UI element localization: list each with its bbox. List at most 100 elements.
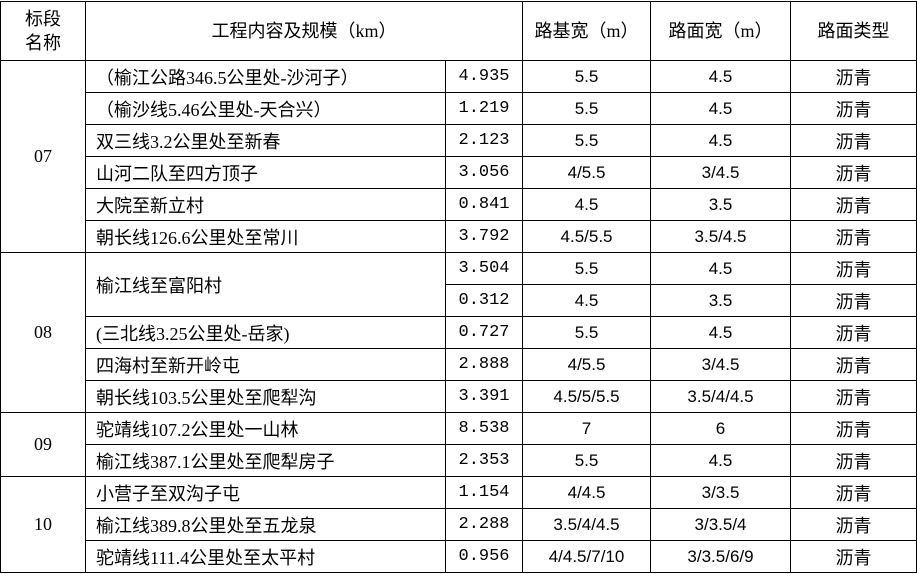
w-cell: 4.5 [650, 444, 792, 477]
w-cell: 4.5 [522, 188, 652, 221]
type-cell: 沥青 [790, 188, 917, 221]
header-row: 标段名称 工程内容及规模（km） 路基宽（m） 路面宽（m） 路面类型 [0, 1, 917, 61]
w-cell: 5.5 [522, 60, 652, 93]
row: 榆江线387.1公里处至爬犁房子 2.353 5.5 4.5 沥青 [1, 444, 917, 477]
km-cell: 3.792 [444, 220, 524, 253]
w-cell: 4.5/5.5 [522, 220, 652, 253]
row: (三北线3.25公里处-岳家) 0.727 5.5 4.5 沥青 [1, 316, 917, 349]
w-cell: 5.5 [522, 444, 652, 477]
section-cell: 08 [0, 252, 86, 413]
w-cell: 5.5 [522, 252, 652, 285]
w-cell: 4/4.5/7/10 [522, 540, 652, 573]
type-cell: 沥青 [790, 380, 917, 413]
header-cell: 标段 名称 [0, 1, 86, 61]
row: 10 小营子至双沟子屯 1.154 4/4.5 3/3.5 沥青 [0, 476, 917, 573]
type-cell: 沥青 [790, 444, 917, 477]
w-cell: 3.5 [650, 284, 792, 317]
km-cell: 2.288 [444, 508, 524, 541]
w-cell: 5.5 [522, 316, 652, 349]
w-cell: 4/5.5 [522, 156, 652, 189]
type-cell: 沥青 [790, 508, 917, 541]
row: 08 榆江线至富阳村 3.504 5.5 4.5 沥青 [0, 252, 917, 413]
row: （榆沙线5.46公里处-天合兴） 1.219 5.5 4.5 沥青 [1, 92, 917, 125]
row: 双三线3.2公里处至新春 2.123 5.5 4.5 沥青 [1, 124, 917, 157]
type-cell: 沥青 [790, 476, 917, 509]
type-cell: 沥青 [790, 412, 917, 445]
km-cell: 0.727 [444, 316, 524, 349]
w-cell: 3.5/4/4.5 [650, 380, 792, 413]
type-cell: 沥青 [790, 220, 917, 253]
header-cell: 路基宽（m） [522, 1, 652, 61]
w-cell: 4.5/5/5.5 [522, 380, 652, 413]
w-cell: 4/4.5 [522, 476, 652, 509]
type-cell: 沥青 [790, 156, 917, 189]
desc-cell: 朝长线126.6公里处至常川 [85, 220, 446, 253]
km-cell: 8.538 [444, 412, 524, 445]
km-cell: 1.154 [444, 476, 524, 509]
header-line: 标段 [25, 9, 61, 29]
w-cell: 3/3.5/6/9 [650, 540, 792, 573]
desc-cell: 四海村至新开岭屯 [85, 348, 446, 381]
type-cell: 沥青 [790, 252, 917, 285]
w-cell: 5.5 [522, 124, 652, 157]
desc-cell: 榆江线387.1公里处至爬犁房子 [85, 444, 446, 477]
type-cell: 沥青 [790, 92, 917, 125]
type-cell: 沥青 [790, 60, 917, 93]
desc-cell: 山河二队至四方顶子 [85, 156, 446, 189]
w-cell: 4.5 [650, 60, 792, 93]
type-cell: 沥青 [790, 316, 917, 349]
desc-cell: 榆江线389.8公里处至五龙泉 [85, 508, 446, 541]
desc-cell: （榆沙线5.46公里处-天合兴） [85, 92, 446, 125]
row: 榆江线389.8公里处至五龙泉 2.288 3.5/4/4.5 3/3.5/4 沥青 [1, 508, 917, 541]
header-cell: 工程内容及规模（km） [84, 1, 524, 61]
w-cell: 3.5/4/4.5 [522, 508, 652, 541]
section-cell: 07 [0, 60, 86, 253]
km-cell: 3.504 [444, 252, 524, 285]
desc-cell: 小营子至双沟子屯 [85, 476, 446, 509]
w-cell: 4.5 [650, 124, 792, 157]
row: 大院至新立村 0.841 4.5 3.5 沥青 [1, 188, 917, 221]
w-cell: 4/5.5 [522, 348, 652, 381]
w-cell: 6 [650, 412, 792, 445]
km-cell: 4.935 [444, 60, 524, 93]
type-cell: 沥青 [790, 540, 917, 573]
row: 0.312 4.5 3.5 沥青 [1, 284, 917, 317]
km-cell: 2.123 [444, 124, 524, 157]
desc-cell: 驼靖线111.4公里处至太平村 [85, 540, 446, 573]
type-cell: 沥青 [790, 348, 917, 381]
row: 07 （榆江公路346.5公里处-沙河子） 4.935 5.5 4.5 沥青 [0, 60, 917, 253]
w-cell: 5.5 [522, 92, 652, 125]
row: 驼靖线111.4公里处至太平村 0.956 4/4.5/7/10 3/3.5/6/9 沥… [1, 540, 917, 573]
w-cell: 3.5 [650, 188, 792, 221]
km-cell: 2.888 [444, 348, 524, 381]
row: 09 驼靖线107.2公里处一山林 8.538 7 6 沥青 [0, 412, 917, 477]
desc-cell: 榆江线至富阳村 [85, 252, 446, 317]
header-cell: 路面宽（m） [650, 1, 792, 61]
row: 山河二队至四方顶子 3.056 4/5.5 3/4.5 沥青 [1, 156, 917, 189]
km-cell: 0.956 [444, 540, 524, 573]
header-cell: 路面类型 [790, 1, 917, 61]
km-cell: 0.312 [444, 284, 524, 317]
w-cell: 3/3.5/4 [650, 508, 792, 541]
w-cell: 7 [522, 412, 652, 445]
section-cell: 10 [0, 476, 86, 573]
row: 四海村至新开岭屯 2.888 4/5.5 3/4.5 沥青 [1, 348, 917, 381]
w-cell: 4.5 [522, 284, 652, 317]
desc-cell: 大院至新立村 [85, 188, 446, 221]
w-cell: 3/4.5 [650, 348, 792, 381]
w-cell: 3/3.5 [650, 476, 792, 509]
km-cell: 3.056 [444, 156, 524, 189]
km-cell: 3.391 [444, 380, 524, 413]
w-cell: 4.5 [650, 316, 792, 349]
km-cell: 0.841 [444, 188, 524, 221]
row: 朝长线103.5公里处至爬犁沟 3.391 4.5/5/5.5 3.5/4/4.5 沥青 [1, 380, 917, 413]
desc-cell: (三北线3.25公里处-岳家) [85, 316, 446, 349]
row: 朝长线126.6公里处至常川 3.792 4.5/5.5 3.5/4.5 沥青 [1, 220, 917, 253]
w-cell: 3.5/4.5 [650, 220, 792, 253]
w-cell: 4.5 [650, 92, 792, 125]
desc-cell: 朝长线103.5公里处至爬犁沟 [85, 380, 446, 413]
section-cell: 09 [0, 412, 86, 477]
header-line: 名称 [25, 33, 61, 53]
